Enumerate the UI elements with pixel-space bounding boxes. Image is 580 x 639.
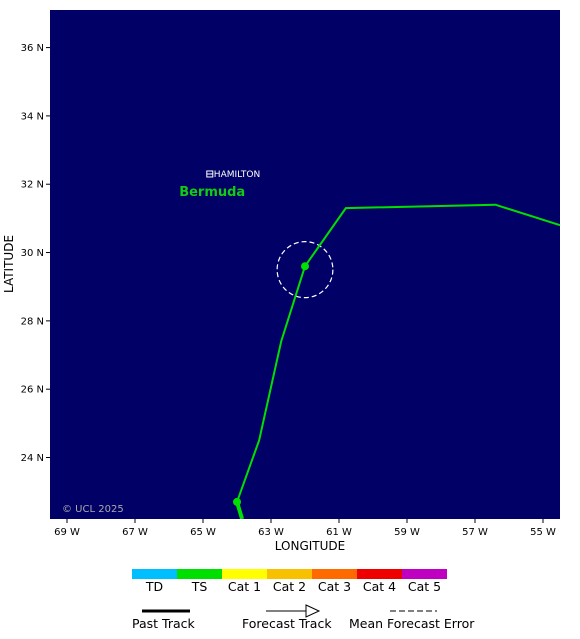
forecast-error-circle xyxy=(276,241,334,299)
y-tick-label: 36 N xyxy=(21,43,44,54)
legend-swatch xyxy=(177,569,222,579)
legend-swatch xyxy=(267,569,312,579)
legend-forecast-track: Forecast Track xyxy=(242,604,332,631)
y-tick-label: 30 N xyxy=(21,248,44,259)
x-tick-label: 67 W xyxy=(122,527,148,538)
legend-category-label: Cat 2 xyxy=(273,579,306,594)
legend-category-label: Cat 5 xyxy=(408,579,441,594)
x-tick-label: 63 W xyxy=(258,527,284,538)
y-tick-label: 34 N xyxy=(21,111,44,122)
legend-swatch xyxy=(132,569,177,579)
copyright-label: © UCL 2025 xyxy=(62,504,124,515)
island-label: Bermuda xyxy=(179,185,245,200)
y-tick-label: 28 N xyxy=(21,316,44,327)
legend-swatch xyxy=(402,569,447,579)
y-tick-label: 24 N xyxy=(21,453,44,464)
y-tick-label: 32 N xyxy=(21,180,44,191)
legend-swatch xyxy=(222,569,267,579)
y-axis-title: LATITUDE xyxy=(2,235,16,293)
track-position-marker xyxy=(233,497,241,506)
map-overlay: HAMILTON Bermuda xyxy=(179,170,560,519)
x-tick-label: 69 W xyxy=(54,527,80,538)
legend-mean-error: Mean Forecast Error xyxy=(349,610,475,631)
past-track-label: Past Track xyxy=(132,616,195,631)
x-tick-label: 59 W xyxy=(394,527,420,538)
y-tick-label: 26 N xyxy=(21,385,44,396)
city-label: HAMILTON xyxy=(214,170,260,180)
legend-category-label: Cat 4 xyxy=(363,579,396,594)
mean-error-label: Mean Forecast Error xyxy=(349,616,475,631)
legend-category-label: Cat 3 xyxy=(318,579,351,594)
legend-category-label: Cat 1 xyxy=(228,579,261,594)
intensity-legend: TD TS Cat 1 Cat 2 Cat 3 Cat 4 Cat 5 xyxy=(132,569,447,594)
legend-category-label: TD xyxy=(145,579,163,594)
x-tick-label: 57 W xyxy=(462,527,488,538)
legend-swatch xyxy=(357,569,402,579)
forecast-arrow-icon xyxy=(305,604,321,618)
legend-swatch xyxy=(312,569,357,579)
x-tick-label: 65 W xyxy=(190,527,216,538)
x-tick-label: 61 W xyxy=(326,527,352,538)
legend-category-label: TS xyxy=(191,579,208,594)
track-position-marker xyxy=(301,262,309,271)
x-axis-title: LONGITUDE xyxy=(275,539,345,553)
legend-past-track: Past Track xyxy=(132,609,195,631)
forecast-track-label: Forecast Track xyxy=(242,616,332,631)
latitude-axis: 24 N 26 N 28 N 30 N 32 N 34 N 36 N xyxy=(21,43,50,464)
longitude-axis: 69 W 67 W 65 W 63 W 61 W 59 W 57 W 55 W xyxy=(54,519,556,538)
x-tick-label: 55 W xyxy=(530,527,556,538)
